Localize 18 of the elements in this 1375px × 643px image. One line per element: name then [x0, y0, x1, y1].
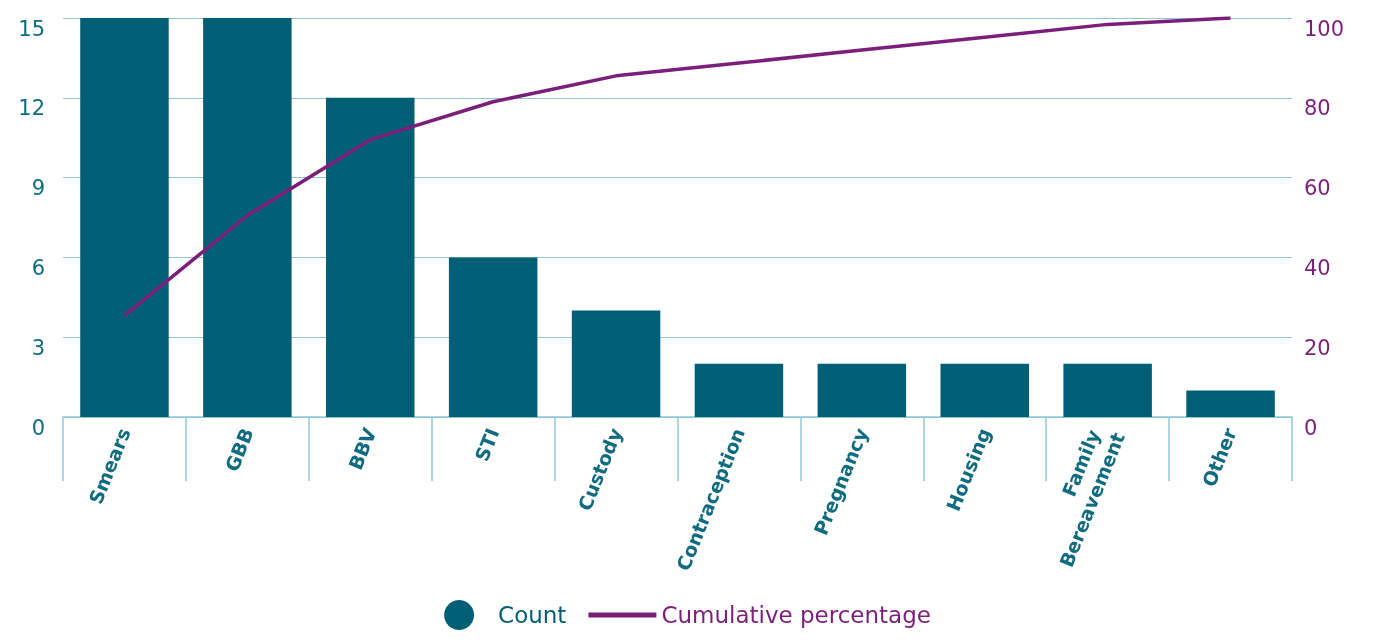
y-tick-label: 12	[18, 96, 45, 121]
x-tick-label: Other	[1197, 424, 1241, 490]
y2-tick-label: 40	[1304, 255, 1331, 280]
y-tick-label: 3	[31, 335, 45, 360]
x-tick-label: GBB	[220, 424, 258, 475]
y-tick-label: 9	[31, 176, 45, 201]
y2-tick-label: 80	[1304, 96, 1331, 121]
x-tick-label: BBV	[343, 424, 381, 473]
y2-tick-label: 100	[1304, 16, 1345, 41]
legend-label: Cumulative percentage	[661, 602, 931, 628]
y-tick-label: 6	[31, 255, 45, 280]
y2-tick-label: 20	[1304, 335, 1331, 360]
y2-tick-label: 0	[1304, 415, 1318, 440]
y-tick-label: 15	[18, 16, 45, 41]
y-tick-label: 0	[31, 415, 45, 440]
y2-tick-label: 60	[1304, 176, 1331, 201]
x-tick-label: STI	[470, 424, 504, 465]
legend-label: Count	[498, 602, 567, 628]
